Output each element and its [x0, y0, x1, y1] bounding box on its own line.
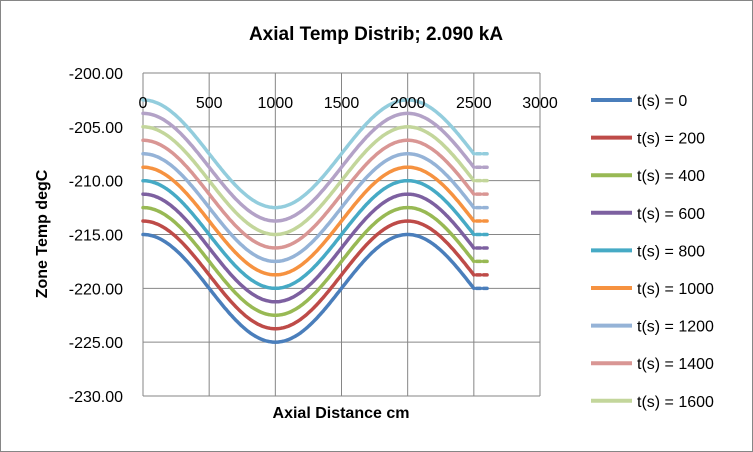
- series-line: [141, 152, 476, 264]
- y-tick-label: -225.00: [69, 335, 123, 352]
- legend-label: t(s) = 1200: [637, 319, 714, 336]
- series-line: [141, 192, 476, 304]
- y-tick-label: -230.00: [69, 389, 123, 406]
- chart-title: Axial Temp Distrib; 2.090 kA: [249, 24, 503, 45]
- x-tick-label: 2000: [390, 95, 426, 112]
- y-tick-label: -215.00: [69, 228, 123, 245]
- x-tick-label: 0: [139, 95, 148, 112]
- legend-label: t(s) = 1600: [637, 394, 714, 411]
- legend-label: t(s) = 1400: [637, 356, 714, 373]
- y-tick-label: -210.00: [69, 174, 123, 191]
- y-axis-label: Zone Temp degC: [34, 169, 51, 298]
- x-axis-label: Axial Distance cm: [273, 405, 410, 422]
- series-line: [141, 232, 476, 344]
- legend-label: t(s) = 600: [637, 206, 705, 223]
- series-line: [141, 178, 476, 291]
- y-tick-label: -205.00: [69, 120, 123, 137]
- y-tick-label: -200.00: [69, 66, 123, 83]
- legend-label: t(s) = 400: [637, 168, 705, 185]
- legend-label: t(s) = 200: [637, 131, 705, 148]
- series-line: [141, 111, 476, 223]
- x-tick-label: 2500: [456, 95, 492, 112]
- series-line: [141, 98, 476, 210]
- legend-label: t(s) = 1000: [637, 281, 714, 298]
- y-tick-label: -220.00: [69, 281, 123, 298]
- x-tick-label: 1000: [258, 95, 294, 112]
- series-line: [141, 125, 476, 237]
- series-line: [141, 205, 476, 318]
- legend-label: t(s) = 0: [637, 93, 687, 110]
- legend-label: t(s) = 800: [637, 243, 705, 260]
- x-tick-label: 1500: [324, 95, 360, 112]
- x-tick-label: 3000: [522, 95, 558, 112]
- series-line: [141, 138, 476, 250]
- series-line: [141, 219, 476, 331]
- x-tick-label: 500: [196, 95, 223, 112]
- series-line: [141, 165, 476, 277]
